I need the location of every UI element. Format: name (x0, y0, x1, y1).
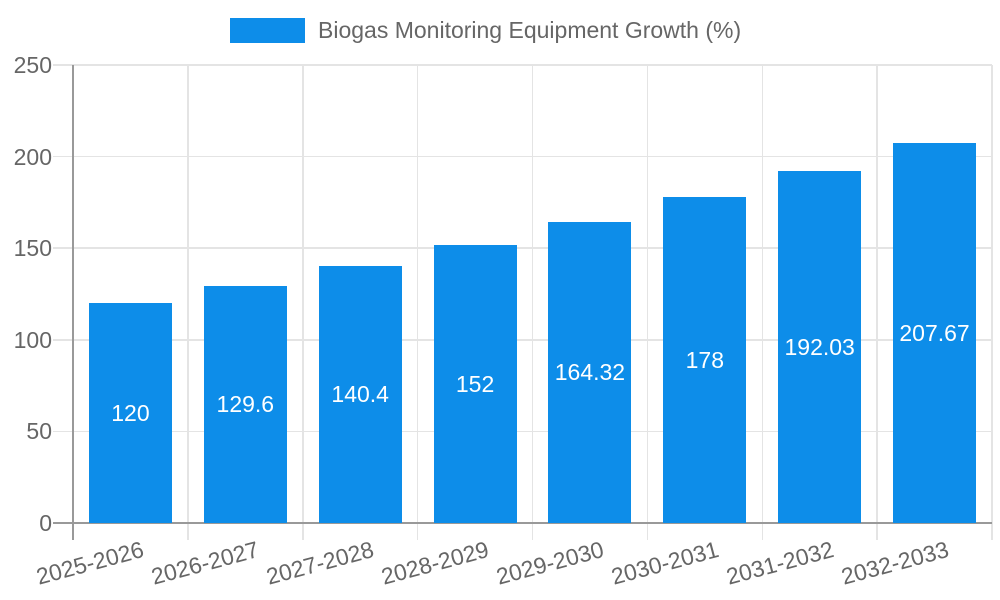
bar-value-label: 192.03 (784, 334, 855, 361)
bar[interactable]: 207.67 (893, 142, 977, 523)
bar[interactable]: 178 (663, 196, 747, 523)
y-axis-tick-label: 0 (39, 510, 52, 536)
y-axis-tick-label: 150 (13, 235, 52, 262)
y-axis-tick-label: 250 (13, 52, 52, 78)
legend-label: Biogas Monitoring Equipment Growth (%) (318, 17, 742, 43)
x-axis-category-label: 2031-2032 (723, 536, 837, 590)
y-gridline (53, 64, 992, 66)
bar-value-label: 140.4 (331, 381, 389, 408)
x-gridline (991, 65, 993, 540)
y-gridline (53, 339, 992, 341)
y-axis-tick-label: 200 (13, 143, 52, 170)
x-gridline (646, 65, 649, 540)
x-axis-category-label: 2028-2029 (378, 536, 492, 590)
y-axis-tick-label: 100 (13, 326, 52, 353)
x-axis-category-label: 2026-2027 (148, 536, 262, 590)
y-gridline (53, 430, 992, 433)
bar[interactable]: 129.6 (203, 285, 287, 523)
bar-value-label: 164.32 (554, 359, 626, 386)
bar-value-label: 207.67 (899, 319, 970, 346)
chart-legend[interactable]: Biogas Monitoring Equipment Growth (%) (230, 18, 741, 43)
bar-value-label: 129.6 (216, 391, 275, 418)
x-gridline (761, 65, 763, 540)
x-axis-category-label: 2025-2026 (33, 536, 147, 590)
x-axis-category-label: 2027-2028 (263, 536, 377, 590)
bar[interactable]: 152 (433, 244, 517, 523)
x-gridline (876, 65, 878, 540)
bar[interactable]: 192.03 (778, 171, 862, 523)
bar-value-label: 178 (685, 346, 724, 373)
bar[interactable]: 164.32 (548, 221, 632, 523)
x-gridline (416, 65, 419, 540)
x-gridline (531, 65, 534, 540)
x-axis-category-label: 2030-2031 (608, 536, 722, 590)
y-gridline (53, 247, 992, 249)
x-gridline (187, 65, 189, 540)
y-axis-line (71, 65, 74, 540)
x-axis-category-label: 2029-2030 (493, 536, 607, 590)
x-axis-category-label: 2032-2033 (838, 536, 952, 590)
bar[interactable]: 120 (88, 303, 172, 523)
bar[interactable]: 140.4 (318, 265, 402, 523)
x-axis-line (53, 522, 992, 524)
bar-value-label: 152 (455, 370, 495, 397)
bar-value-label: 120 (111, 400, 150, 427)
y-gridline (53, 155, 992, 158)
x-gridline (302, 65, 304, 540)
y-axis-tick-label: 50 (26, 418, 52, 445)
legend-swatch (230, 18, 305, 43)
